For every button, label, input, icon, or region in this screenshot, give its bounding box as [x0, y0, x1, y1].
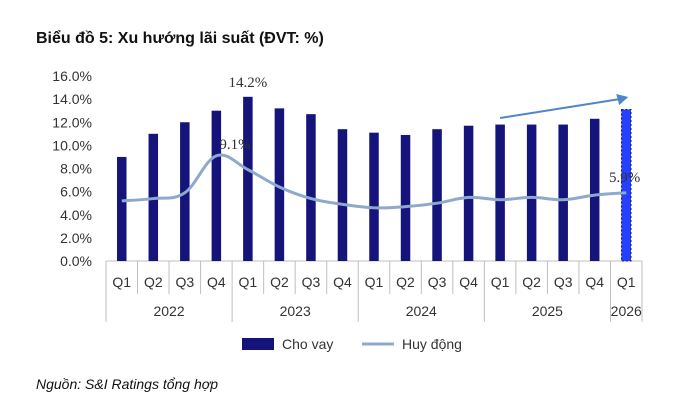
bar-cho-vay: [337, 129, 348, 261]
bar-cho-vay: [211, 110, 222, 261]
y-tick-label: 14.0%: [52, 91, 92, 107]
year-label: 2023: [280, 303, 311, 319]
x-tick-label: Q3: [554, 274, 573, 290]
legend-swatch-cho-vay: [242, 338, 274, 350]
x-tick-label: Q1: [617, 274, 636, 290]
x-tick-label: Q2: [144, 274, 163, 290]
x-tick-label: Q1: [239, 274, 258, 290]
x-tick-label: Q2: [396, 274, 415, 290]
y-tick-label: 10.0%: [52, 137, 92, 153]
data-label: 14.2%: [229, 75, 268, 91]
bar-cho-vay: [589, 118, 600, 261]
y-tick-label: 0.0%: [60, 253, 92, 269]
year-label: 2022: [153, 303, 184, 319]
bar-cho-vay: [306, 114, 316, 261]
y-tick-label: 6.0%: [60, 184, 92, 200]
x-tick-label: Q3: [428, 274, 447, 290]
x-tick-label: Q2: [522, 274, 541, 290]
x-tick-label: Q1: [491, 274, 510, 290]
year-label: 2025: [532, 303, 563, 319]
bar-cho-vay: [117, 156, 127, 261]
x-tick-label: Q1: [112, 274, 131, 290]
bar-cho-vay: [463, 125, 474, 261]
chart-title: Biểu đồ 5: Xu hướng lãi suất (ĐVT: %): [36, 30, 324, 47]
legend-label-huy-dong: Huy động: [402, 336, 462, 352]
bar-cho-vay: [243, 96, 253, 261]
y-tick-label: 4.0%: [60, 207, 92, 223]
data-label: 9.1%: [219, 137, 250, 153]
x-tick-label: Q4: [585, 274, 604, 290]
line-huy-dong: [121, 153, 627, 210]
bar-cho-vay: [620, 109, 632, 262]
bar-cho-vay: [274, 108, 285, 261]
x-tick-label: Q4: [333, 274, 352, 290]
y-tick-label: 16.0%: [52, 68, 92, 84]
year-label: 2026: [611, 303, 642, 319]
x-tick-label: Q3: [175, 274, 194, 290]
bar-cho-vay: [495, 124, 505, 261]
trend-arrow-head: [616, 94, 629, 105]
y-tick-label: 8.0%: [60, 161, 92, 177]
x-tick-label: Q3: [302, 274, 321, 290]
bar-cho-vay: [369, 132, 379, 261]
year-label: 2024: [406, 303, 437, 319]
x-tick-label: Q4: [207, 274, 226, 290]
x-tick-label: Q4: [459, 274, 478, 290]
y-tick-label: 2.0%: [60, 230, 92, 246]
x-tick-label: Q1: [365, 274, 384, 290]
data-label: 5.9%: [609, 170, 640, 186]
legend-label-cho-vay: Cho vay: [282, 336, 333, 352]
bar-cho-vay: [432, 129, 442, 261]
bar-cho-vay: [400, 134, 411, 261]
trend-arrow: [499, 98, 621, 119]
source-note: Nguồn: S&I Ratings tổng hợp: [36, 376, 219, 392]
bar-cho-vay: [526, 124, 537, 261]
x-tick-label: Q2: [270, 274, 289, 290]
bar-cho-vay: [558, 124, 568, 261]
y-tick-label: 12.0%: [52, 114, 92, 130]
